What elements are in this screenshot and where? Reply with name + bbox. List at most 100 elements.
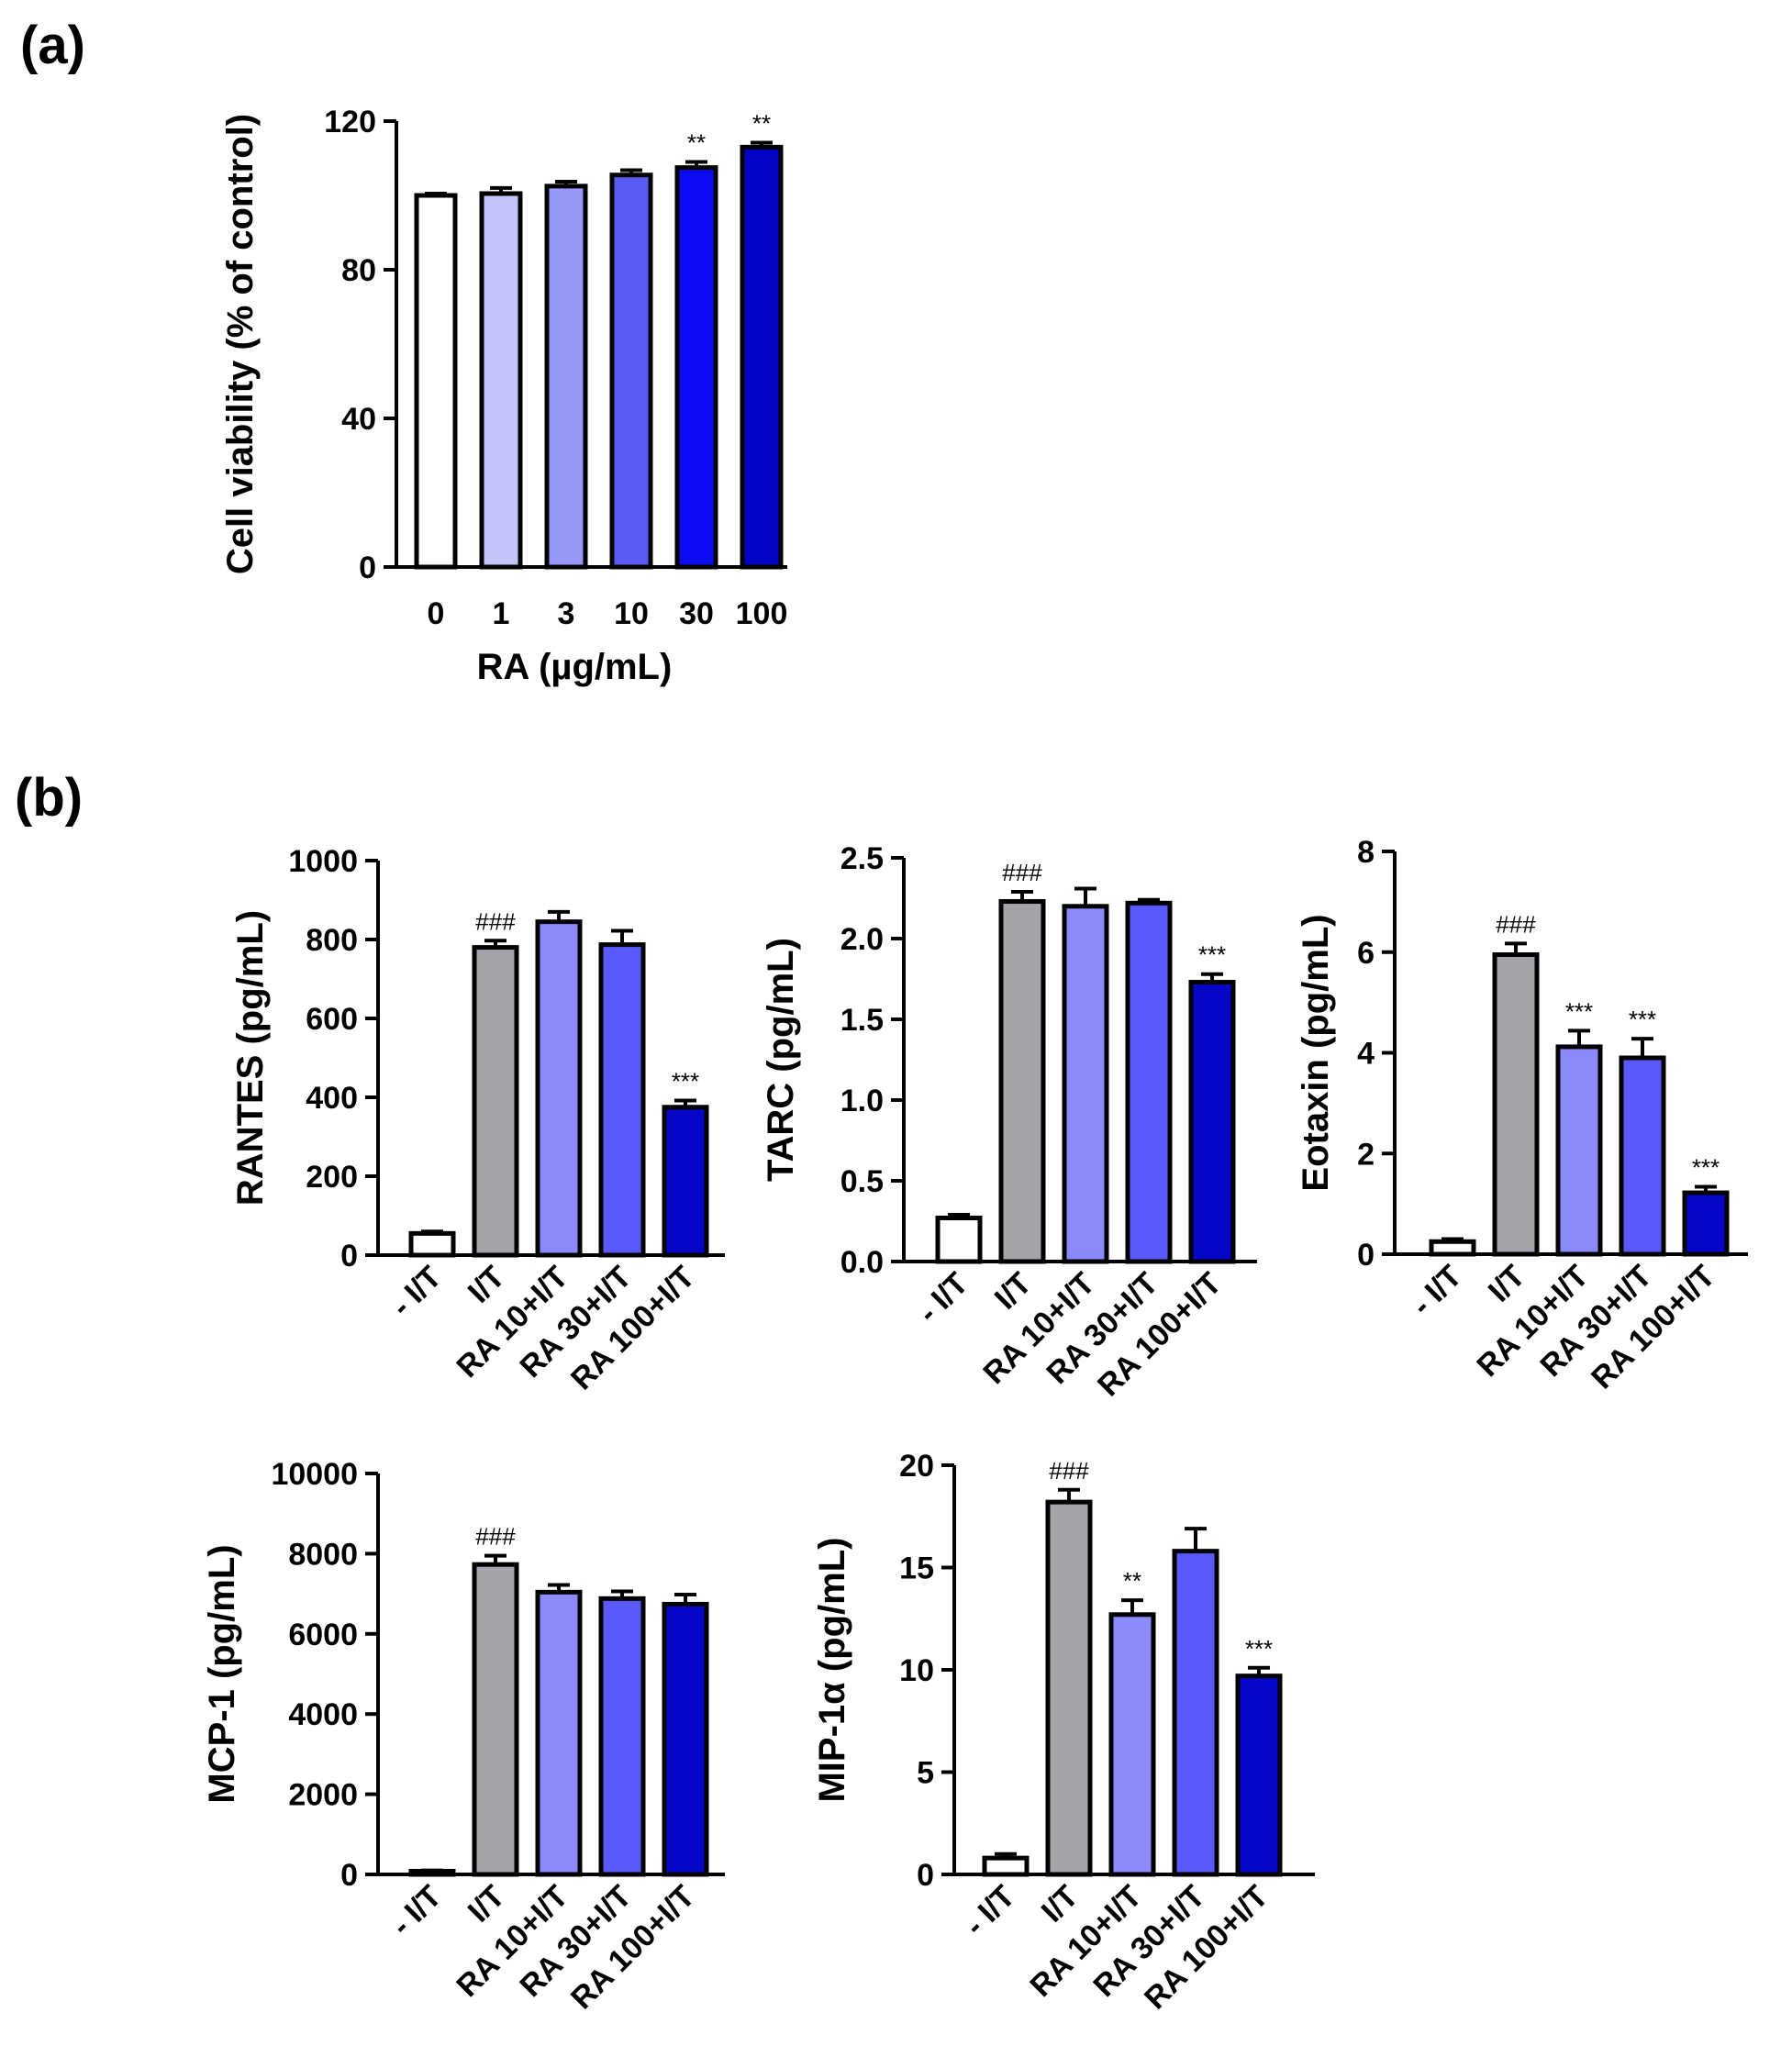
tarc-ytick-label: 2.0 bbox=[840, 922, 884, 957]
tarc-bar-3 bbox=[1125, 900, 1173, 1264]
rantes-ytick-label: 800 bbox=[306, 923, 358, 958]
viability-xtick-label: 0 bbox=[428, 596, 445, 631]
viability-bar-5 bbox=[740, 144, 784, 570]
rantes-ytick-label: 1000 bbox=[288, 844, 358, 879]
tarc-ytick-label: 0.5 bbox=[840, 1164, 884, 1199]
mip1a-ytick-label: 5 bbox=[917, 1756, 934, 1791]
rantes-xtick-label: - I/T bbox=[384, 1260, 449, 1324]
mcp1-xtick-label: I/T bbox=[462, 1879, 512, 1929]
eotaxin-bar-3 bbox=[1619, 1055, 1666, 1257]
mip1a-annotation: *** bbox=[1245, 1635, 1273, 1662]
rantes-ytick-label: 200 bbox=[306, 1160, 358, 1195]
viability-annotation: ** bbox=[752, 109, 771, 137]
tarc-bar-2 bbox=[1062, 904, 1109, 1264]
mcp1-ytick-label: 6000 bbox=[288, 1618, 358, 1652]
viability-bar-1 bbox=[479, 191, 523, 570]
mip1a-bar-1 bbox=[1045, 1499, 1093, 1877]
tarc-ytick-label: 1.5 bbox=[840, 1003, 884, 1038]
eotaxin-bar-1 bbox=[1492, 951, 1540, 1257]
mip1a-ylabel: MIP-1α (pg/mL) bbox=[812, 1537, 852, 1802]
viability-ylabel: Cell viability (% of control) bbox=[220, 114, 261, 574]
viability-bar-3 bbox=[609, 172, 653, 570]
eotaxin-ytick-label: 4 bbox=[1357, 1037, 1375, 1072]
eotaxin-ytick-label: 2 bbox=[1357, 1137, 1375, 1172]
mip1a-xtick-label: I/T bbox=[1035, 1879, 1085, 1929]
viability-xtick-label: 30 bbox=[679, 596, 714, 631]
tarc-xtick-label: - I/T bbox=[911, 1266, 975, 1330]
tarc-annotation: ### bbox=[1002, 859, 1042, 886]
rantes-ylabel: RANTES (pg/mL) bbox=[230, 910, 271, 1206]
viability-annotation: ** bbox=[687, 129, 706, 157]
mcp1-ytick-label: 4000 bbox=[288, 1697, 358, 1732]
mip1a-ytick-label: 20 bbox=[899, 1449, 934, 1484]
rantes-bar-0 bbox=[408, 1230, 456, 1258]
rantes-bar-2 bbox=[535, 919, 583, 1258]
eotaxin-ylabel: Eotaxin (pg/mL) bbox=[1296, 914, 1336, 1191]
viability-xtick-label: 10 bbox=[614, 596, 649, 631]
eotaxin-ytick-label: 0 bbox=[1357, 1238, 1375, 1273]
eotaxin-annotation: *** bbox=[1692, 1153, 1720, 1181]
mcp1-ytick-label: 10000 bbox=[271, 1457, 358, 1492]
mip1a-annotation: ** bbox=[1123, 1567, 1141, 1595]
eotaxin-bar-4 bbox=[1682, 1190, 1730, 1257]
viability-xlabel: RA (µg/mL) bbox=[477, 647, 673, 687]
eotaxin-bar-0 bbox=[1429, 1239, 1476, 1257]
mip1a-bar-0 bbox=[982, 1855, 1030, 1877]
tarc-xtick-label: I/T bbox=[988, 1266, 1039, 1317]
mcp1-annotation: ### bbox=[475, 1523, 516, 1551]
eotaxin-xtick-label: - I/T bbox=[1405, 1259, 1469, 1323]
eotaxin-ytick-label: 8 bbox=[1357, 835, 1375, 870]
mcp1-bar-0 bbox=[408, 1869, 456, 1877]
rantes-ytick-label: 0 bbox=[340, 1239, 358, 1273]
tarc-bar-0 bbox=[935, 1215, 983, 1264]
rantes-ytick-label: 400 bbox=[306, 1081, 358, 1116]
viability-ytick-label: 40 bbox=[341, 402, 376, 437]
eotaxin-bar-2 bbox=[1555, 1044, 1603, 1257]
viability-ytick-label: 0 bbox=[359, 550, 376, 585]
rantes-xtick-label: I/T bbox=[462, 1260, 512, 1310]
panel-label-a: (a) bbox=[20, 16, 85, 75]
tarc-ytick-label: 0.0 bbox=[840, 1245, 884, 1280]
mip1a-annotation: ### bbox=[1049, 1457, 1089, 1484]
rantes-bar-3 bbox=[598, 942, 646, 1258]
rantes-ytick-label: 600 bbox=[306, 1002, 358, 1037]
mcp1-bar-2 bbox=[535, 1589, 583, 1877]
viability-ytick-label: 80 bbox=[341, 253, 376, 288]
tarc-ytick-label: 2.5 bbox=[840, 841, 884, 876]
rantes-annotation: ### bbox=[475, 907, 516, 935]
eotaxin-annotation: ### bbox=[1496, 910, 1536, 938]
tarc-ylabel: TARC (pg/mL) bbox=[761, 938, 801, 1182]
viability-bar-4 bbox=[674, 165, 718, 570]
viability-xtick-label: 1 bbox=[493, 596, 510, 631]
rantes-bar-4 bbox=[662, 1105, 709, 1258]
eotaxin-annotation: *** bbox=[1565, 997, 1593, 1025]
viability-xtick-label: 100 bbox=[736, 596, 788, 631]
mcp1-ytick-label: 0 bbox=[340, 1858, 358, 1893]
mip1a-ytick-label: 10 bbox=[899, 1653, 934, 1688]
viability-bar-0 bbox=[414, 193, 458, 570]
tarc-bar-1 bbox=[998, 899, 1046, 1264]
eotaxin-annotation: *** bbox=[1629, 1006, 1656, 1033]
mcp1-ytick-label: 2000 bbox=[288, 1778, 358, 1813]
panel-label-b: (b) bbox=[15, 768, 83, 828]
rantes-annotation: *** bbox=[672, 1067, 699, 1095]
mcp1-ylabel: MCP-1 (pg/mL) bbox=[202, 1544, 242, 1803]
eotaxin-xtick-label: I/T bbox=[1482, 1259, 1532, 1309]
mip1a-ytick-label: 0 bbox=[917, 1858, 934, 1893]
eotaxin-ytick-label: 6 bbox=[1357, 936, 1375, 971]
mip1a-bar-3 bbox=[1172, 1549, 1219, 1877]
rantes-bar-1 bbox=[472, 945, 519, 1258]
mip1a-bar-4 bbox=[1235, 1673, 1283, 1877]
mcp1-bar-4 bbox=[662, 1601, 709, 1877]
mip1a-xtick-label: - I/T bbox=[958, 1879, 1022, 1943]
tarc-annotation: *** bbox=[1198, 941, 1226, 969]
mip1a-ytick-label: 15 bbox=[899, 1551, 934, 1586]
mcp1-ytick-label: 8000 bbox=[288, 1537, 358, 1572]
mcp1-bar-1 bbox=[472, 1562, 519, 1877]
viability-xtick-label: 3 bbox=[558, 596, 575, 631]
tarc-ytick-label: 1.0 bbox=[840, 1084, 884, 1118]
mip1a-bar-2 bbox=[1108, 1612, 1156, 1877]
mcp1-bar-3 bbox=[598, 1596, 646, 1877]
viability-ytick-label: 120 bbox=[324, 105, 376, 139]
